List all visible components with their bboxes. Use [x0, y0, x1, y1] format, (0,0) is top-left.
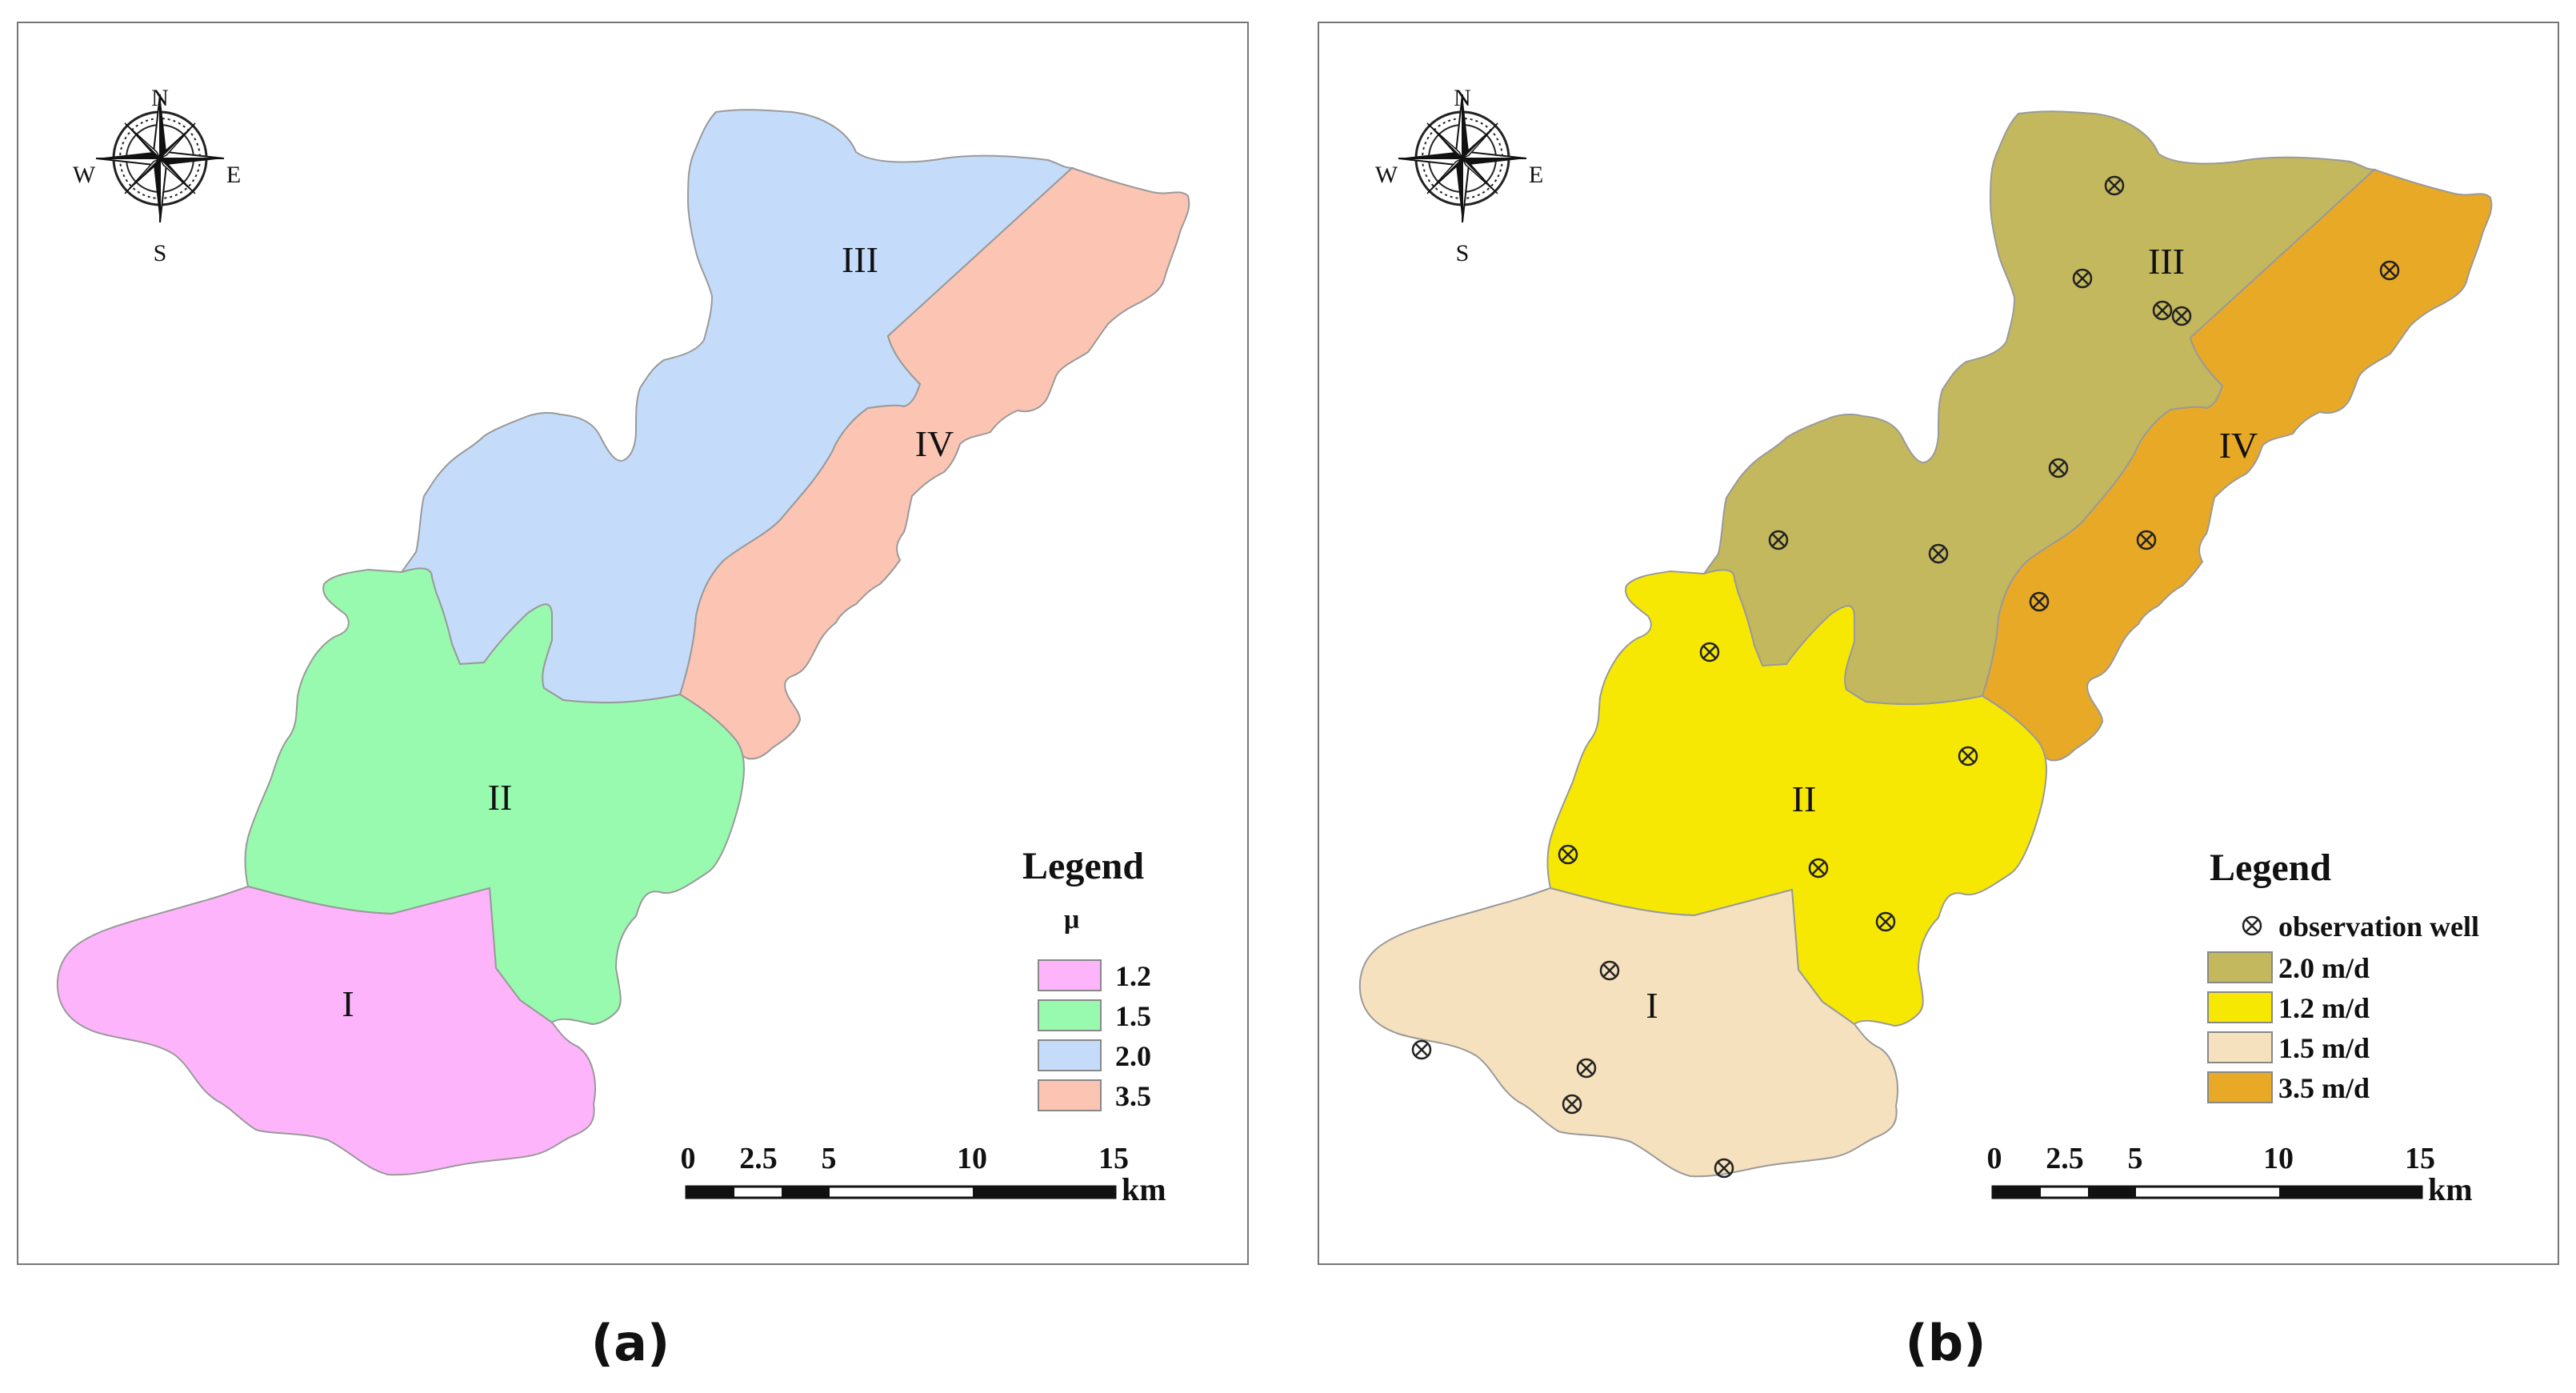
scale-b-tick-0: 0: [1987, 1142, 2002, 1175]
legend-b-item: 3.5 m/d: [2207, 1071, 2370, 1104]
compass-a-n: N: [151, 85, 169, 111]
legend-a-title: Legend: [1022, 845, 1144, 887]
legend-a-item: 1.5: [1038, 999, 1151, 1032]
scale-a-tick-4: 15: [1098, 1142, 1129, 1175]
scale-b-unit: km: [2428, 1171, 2473, 1207]
compass-a-w: W: [73, 162, 96, 188]
zone-b-I-label: I: [1646, 985, 1658, 1026]
scale-b-tick-4: 15: [2405, 1142, 2435, 1175]
legend-b-label-2: 1.5 m/d: [2278, 1032, 2370, 1064]
zone-a-II-label: II: [488, 777, 513, 818]
legend-b-label-3: 3.5 m/d: [2278, 1072, 2370, 1104]
zone-b-IV-label: IV: [2219, 425, 2258, 466]
legend-a-label-1: 1.5: [1115, 1000, 1151, 1032]
zone-a-I-label: I: [342, 983, 354, 1024]
legend-b-label-0: 2.0 m/d: [2278, 952, 2370, 984]
scale-b-tick-3: 10: [2263, 1142, 2294, 1175]
scale-b-tick-2: 5: [2128, 1142, 2143, 1175]
legend-a-swatch-2: [1038, 1039, 1102, 1071]
legend-a-subtitle: μ: [1064, 905, 1079, 935]
caption-b: (b): [1905, 1314, 1986, 1372]
legend-b: Legend observation well 2.0 m/d 1.2 m/d …: [2207, 847, 2479, 1104]
caption-a: (a): [591, 1314, 670, 1372]
legend-b-label-1: 1.2 m/d: [2278, 992, 2370, 1024]
legend-b-well-label: observation well: [2278, 911, 2479, 943]
legend-a-swatch-0: [1038, 959, 1102, 991]
legend-b-title: Legend: [2210, 847, 2331, 889]
legend-a-swatch-1: [1038, 999, 1102, 1031]
legend-b-well-item: observation well: [2242, 911, 2479, 943]
scale-b-tick-1: 2.5: [2046, 1142, 2084, 1175]
compass-a-e: E: [226, 162, 241, 188]
compass-b-w: W: [1375, 162, 1398, 188]
zone-b-III-label: III: [2148, 241, 2185, 282]
legend-a: Legend μ 1.2 1.5 2.0 3.5: [1022, 845, 1151, 1112]
scale-bar-a: 0 2.5 5 10 15 km: [681, 1142, 1166, 1207]
legend-b-swatch-3: [2207, 1071, 2273, 1103]
zone-b-II-label: II: [1792, 779, 1817, 819]
legend-b-swatch-2: [2207, 1031, 2273, 1063]
legend-b-item: 1.2 m/d: [2207, 991, 2370, 1024]
compass-b: N S E W: [1375, 85, 1543, 266]
legend-a-label-3: 3.5: [1115, 1080, 1151, 1112]
legend-b-item: 1.5 m/d: [2207, 1031, 2370, 1064]
legend-a-item: 2.0: [1038, 1039, 1151, 1072]
compass-a: N S E W: [73, 85, 241, 266]
legend-a-swatch-3: [1038, 1079, 1102, 1111]
zone-a-IV-label: IV: [915, 423, 954, 464]
scale-a-tick-3: 10: [957, 1142, 987, 1175]
legend-b-item: 2.0 m/d: [2207, 951, 2370, 984]
scale-a-tick-1: 2.5: [739, 1142, 778, 1175]
legend-a-label-2: 2.0: [1115, 1040, 1151, 1072]
legend-a-label-0: 1.2: [1115, 960, 1151, 992]
panel-a: N S E W I II III IV Legend μ 1.2: [17, 22, 1249, 1265]
compass-b-n: N: [1454, 85, 1471, 111]
compass-b-e: E: [1529, 162, 1543, 188]
panel-b: N S E W I II III IV: [1318, 22, 2559, 1265]
scale-a-unit: km: [1122, 1171, 1166, 1207]
legend-b-swatch-1: [2207, 991, 2273, 1023]
scale-bar-b: 0 2.5 5 10 15 km: [1987, 1142, 2473, 1207]
zone-a-III-label: III: [842, 239, 878, 280]
scale-a-tick-2: 5: [822, 1142, 837, 1175]
legend-a-item: 3.5: [1038, 1079, 1151, 1112]
scale-a-tick-0: 0: [681, 1142, 696, 1175]
legend-a-item: 1.2: [1038, 959, 1151, 992]
compass-b-s: S: [1456, 240, 1470, 266]
legend-b-swatch-0: [2207, 951, 2273, 983]
compass-a-s: S: [154, 240, 167, 266]
